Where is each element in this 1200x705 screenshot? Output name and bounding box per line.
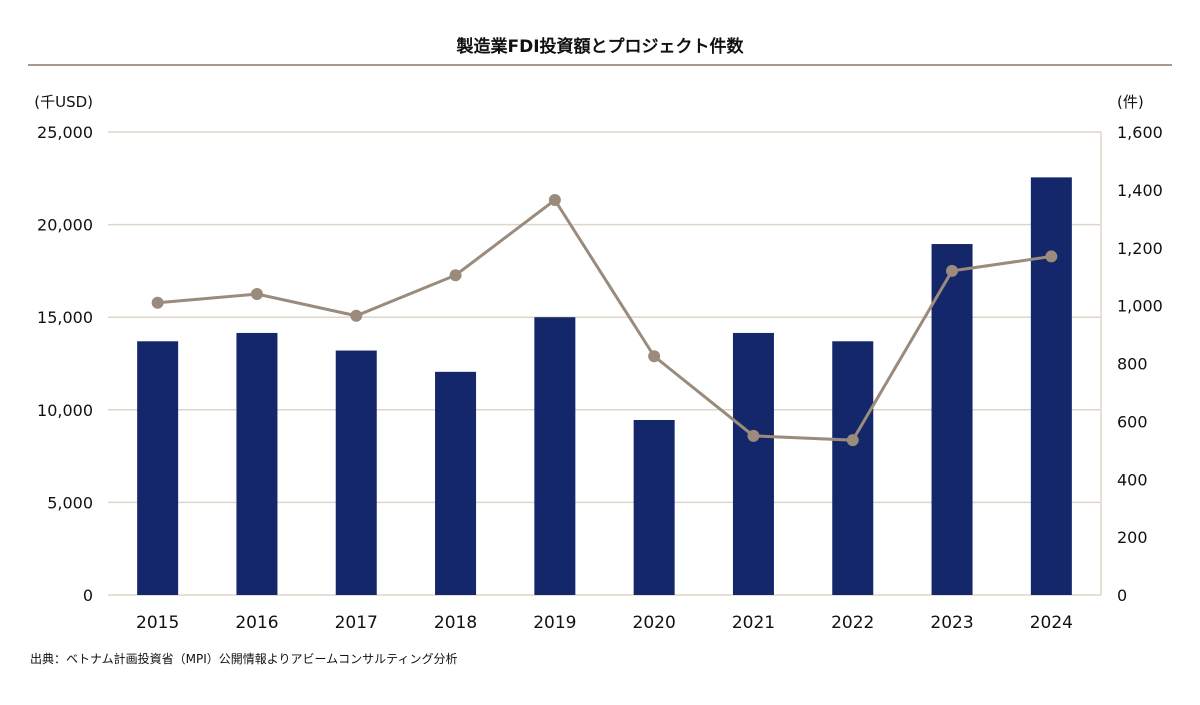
x-tick-label: 2019 (533, 613, 576, 633)
line-point (548, 194, 561, 207)
bar (931, 244, 973, 595)
left-tick-label: 10,000 (37, 401, 93, 420)
x-tick-label: 2018 (434, 613, 477, 633)
x-tick-label: 2015 (136, 613, 179, 633)
left-tick-label: 15,000 (37, 308, 93, 327)
right-tick-label: 1,400 (1117, 181, 1163, 200)
x-tick-label: 2023 (930, 613, 973, 633)
line-point (946, 264, 959, 277)
right-tick-label: 1,000 (1117, 297, 1163, 316)
bar (832, 341, 874, 595)
right-tick-label: 400 (1117, 470, 1148, 489)
line-point (747, 429, 760, 442)
bar (732, 332, 774, 595)
line-point (350, 309, 363, 322)
bar (435, 371, 477, 595)
title-divider (28, 64, 1172, 66)
line-point (151, 296, 164, 309)
right-tick-label: 200 (1117, 528, 1148, 547)
line-point (449, 269, 462, 282)
bar (534, 317, 576, 595)
line-point (648, 350, 661, 363)
right-tick-label: 800 (1117, 355, 1148, 374)
x-tick-label: 2022 (831, 613, 874, 633)
line-series (157, 197, 1052, 442)
right-tick-label: 0 (1117, 586, 1127, 605)
x-tick-label: 2020 (633, 613, 676, 633)
x-tick-label: 2016 (235, 613, 278, 633)
chart-title: 製造業FDI投資額とプロジェクト件数 (456, 37, 744, 57)
bar (1030, 177, 1072, 595)
right-axis-unit: (件) (1117, 93, 1144, 111)
left-tick-label: 20,000 (37, 216, 93, 235)
x-tick-label: 2021 (732, 613, 775, 633)
line-point (846, 434, 859, 447)
source-note: 出典：ベトナム計画投資省（MPI）公開情報よりアビームコンサルティング分析 (30, 652, 458, 666)
right-tick-label: 1,600 (1117, 123, 1163, 142)
line-point (1045, 250, 1058, 263)
bar (633, 419, 675, 595)
left-tick-label: 25,000 (37, 123, 93, 142)
bar (236, 332, 278, 595)
line-point (250, 288, 263, 301)
x-tick-label: 2024 (1030, 613, 1073, 633)
right-tick-label: 1,200 (1117, 239, 1163, 258)
left-axis-unit: (千USD) (34, 93, 93, 111)
x-tick-label: 2017 (335, 613, 378, 633)
left-tick-label: 0 (83, 586, 93, 605)
right-tick-label: 600 (1117, 412, 1148, 431)
left-tick-label: 5,000 (47, 493, 93, 512)
bar (335, 350, 377, 595)
bar (137, 341, 179, 595)
